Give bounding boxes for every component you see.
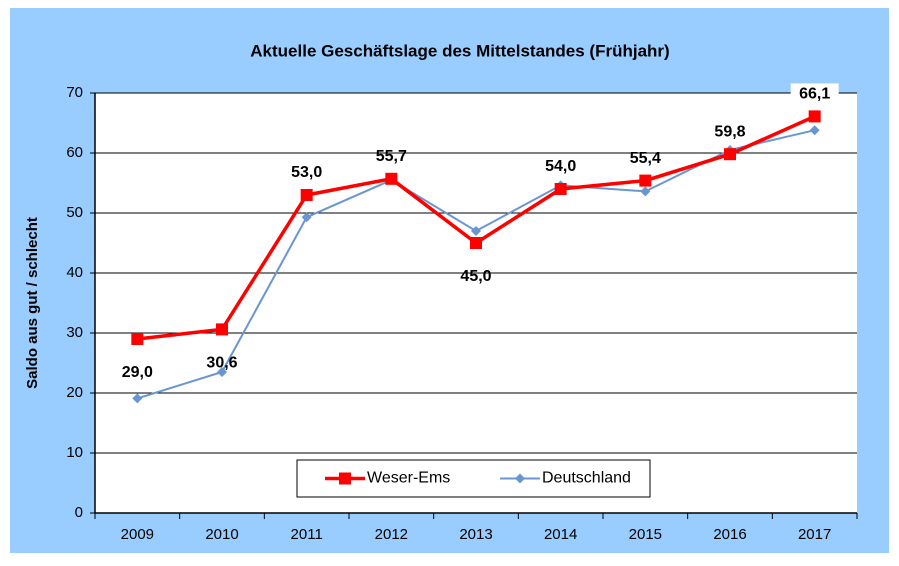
y-tick-label: 60: [66, 144, 83, 161]
value-label: 29,0: [122, 364, 153, 381]
marker: [339, 472, 351, 485]
y-tick-label: 40: [66, 264, 83, 281]
x-tick-label: 2016: [713, 526, 746, 543]
marker: [515, 473, 525, 484]
marker: [640, 186, 651, 197]
legend-label: Weser-Ems: [367, 470, 450, 487]
x-tick-label: 2010: [205, 526, 238, 543]
value-label: 55,4: [630, 150, 661, 167]
y-tick-label: 20: [66, 384, 83, 401]
marker: [217, 367, 227, 377]
y-tick-label: 30: [66, 324, 83, 341]
x-tick-label: 2014: [544, 526, 577, 543]
legend-label: Deutschland: [542, 470, 631, 487]
marker: [216, 323, 228, 336]
x-tick-label: 2009: [121, 526, 154, 543]
chart-title: Aktuelle Geschäftslage des Mittelstandes…: [250, 41, 669, 60]
value-label: 30,6: [206, 355, 237, 372]
marker: [301, 212, 312, 223]
x-tick-label: 2011: [291, 526, 323, 543]
value-label: 53,0: [291, 164, 322, 181]
y-tick-label: 10: [66, 444, 83, 461]
x-tick-label: 2013: [459, 526, 492, 543]
marker: [470, 237, 482, 249]
x-tick-label: 2012: [375, 526, 408, 543]
marker: [809, 125, 820, 136]
marker: [385, 172, 398, 185]
marker: [300, 189, 313, 201]
marker: [724, 148, 736, 161]
y-tick-label: 50: [66, 204, 83, 221]
value-label: 45,0: [460, 268, 491, 285]
y-axis-label: Saldo aus gut / schlecht: [24, 217, 41, 389]
marker: [132, 393, 143, 404]
marker: [639, 174, 652, 187]
marker: [131, 333, 144, 345]
x-tick-label: 2015: [629, 526, 662, 543]
x-tick-label: 2017: [798, 526, 831, 543]
y-tick-label: 0: [75, 504, 83, 521]
marker: [554, 183, 567, 195]
y-tick-label: 70: [66, 84, 83, 101]
value-label: 54,0: [545, 158, 576, 175]
value-label: 59,8: [714, 123, 745, 140]
marker: [808, 110, 821, 123]
plot-area: [95, 93, 857, 513]
value-label: 55,7: [376, 148, 407, 165]
value-label: 66,1: [799, 86, 830, 103]
value-label-bg: [790, 83, 839, 106]
marker: [471, 226, 481, 236]
